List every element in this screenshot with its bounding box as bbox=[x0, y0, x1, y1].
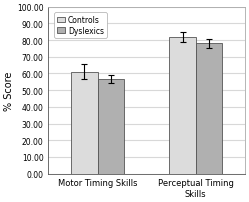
Legend: Controls, Dyslexics: Controls, Dyslexics bbox=[54, 13, 107, 39]
Bar bbox=[196, 44, 222, 174]
Y-axis label: % Score: % Score bbox=[4, 71, 14, 110]
Bar bbox=[98, 80, 124, 174]
Bar bbox=[169, 38, 196, 174]
Bar bbox=[71, 72, 98, 174]
